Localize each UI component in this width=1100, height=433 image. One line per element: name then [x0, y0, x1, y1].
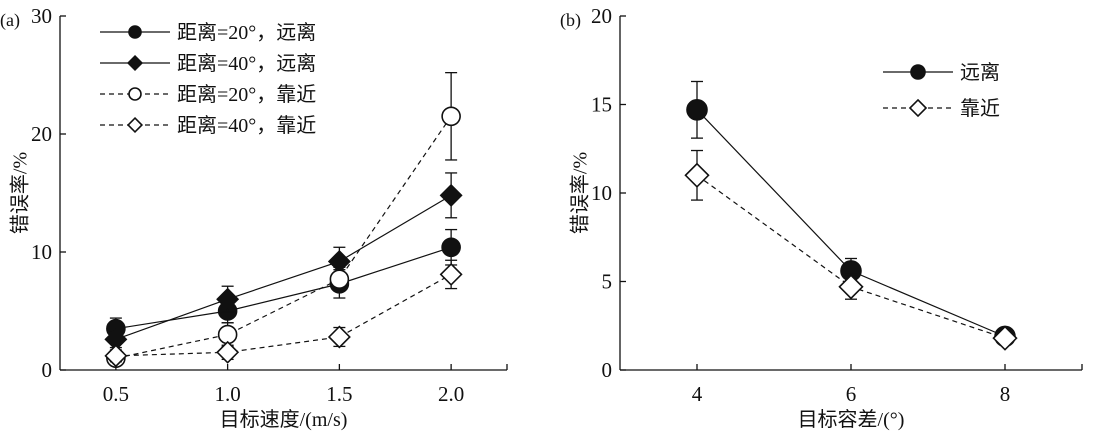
x-tick-label: 1.0 [215, 382, 241, 406]
x-axis-label: 目标容差/(°) [798, 408, 905, 431]
y-tick-label: 30 [31, 4, 52, 28]
legend-label: 距离=20°，靠近 [177, 83, 316, 106]
panel-label: (a) [0, 10, 20, 31]
x-tick-label: 2.0 [438, 382, 464, 406]
open-diamond-marker [908, 98, 928, 118]
filled-circle-marker [441, 237, 461, 258]
legend-entry: 距离=40°，靠近 [100, 114, 316, 137]
y-tick-label: 0 [602, 358, 613, 382]
filled-diamond-marker [216, 287, 240, 311]
legend-entry: 远离 [883, 61, 1000, 84]
legend-label: 距离=40°，远离 [177, 52, 316, 75]
y-tick-label: 10 [591, 181, 612, 205]
open-diamond-marker [838, 274, 864, 300]
legend-label: 靠近 [960, 97, 1000, 120]
open-diamond-marker [992, 325, 1018, 351]
filled-circle-marker [910, 64, 926, 80]
legend-label: 远离 [960, 61, 1000, 84]
legend-label: 距离=40°，靠近 [177, 114, 316, 137]
legend-entry: 距离=40°，远离 [100, 52, 316, 75]
series-line [696, 174, 1006, 339]
open-diamond-marker [327, 325, 351, 349]
series-line [696, 109, 1006, 337]
series-line [115, 273, 452, 357]
filled-diamond-marker [439, 183, 463, 207]
panel-label: (b) [560, 10, 581, 31]
y-tick-label: 20 [591, 4, 612, 28]
legend-entry: 距离=20°，靠近 [100, 83, 316, 106]
x-tick-label: 0.5 [103, 382, 129, 406]
legend-entry: 距离=20°，远离 [100, 21, 316, 44]
y-tick-label: 15 [591, 93, 612, 117]
x-tick-label: 1.5 [326, 382, 352, 406]
filled-diamond-marker [126, 54, 144, 72]
open-diamond-marker [439, 262, 463, 286]
open-diamond-marker [126, 116, 144, 134]
y-axis-label: 错误率/% [569, 152, 592, 234]
y-tick-label: 0 [42, 358, 53, 382]
x-tick-label: 6 [846, 382, 857, 406]
series-line [115, 115, 452, 359]
legend-entry: 靠近 [883, 97, 1000, 120]
filled-circle-marker [686, 99, 708, 121]
legend-label: 距离=20°，远离 [177, 21, 316, 44]
open-circle-marker [128, 87, 142, 101]
open-diamond-marker [684, 162, 710, 188]
x-axis-label: 目标速度/(m/s) [220, 408, 348, 431]
x-tick-label: 4 [692, 382, 703, 406]
y-tick-label: 10 [31, 240, 52, 264]
filled-circle-marker [128, 25, 142, 39]
panel-a: (a) 0 10 20 30 0.5 1.0 1.5 2.0 目标速度/(m/s) 错误率/% 距离=… [0, 4, 508, 431]
series-0 [106, 228, 461, 340]
series-line [115, 246, 452, 330]
x-tick-label: 8 [1000, 382, 1011, 406]
series-1 [684, 149, 1018, 351]
open-diamond-marker [104, 344, 128, 368]
series-1 [104, 172, 463, 351]
y-axis-label: 错误率/% [9, 152, 32, 234]
open-circle-marker [441, 106, 461, 127]
series-line [115, 194, 452, 340]
series-0 [686, 80, 1016, 348]
y-tick-label: 5 [602, 270, 613, 294]
series-3 [104, 259, 463, 368]
open-diamond-marker [216, 340, 240, 364]
open-circle-marker [329, 269, 350, 289]
y-tick-label: 20 [31, 122, 52, 146]
